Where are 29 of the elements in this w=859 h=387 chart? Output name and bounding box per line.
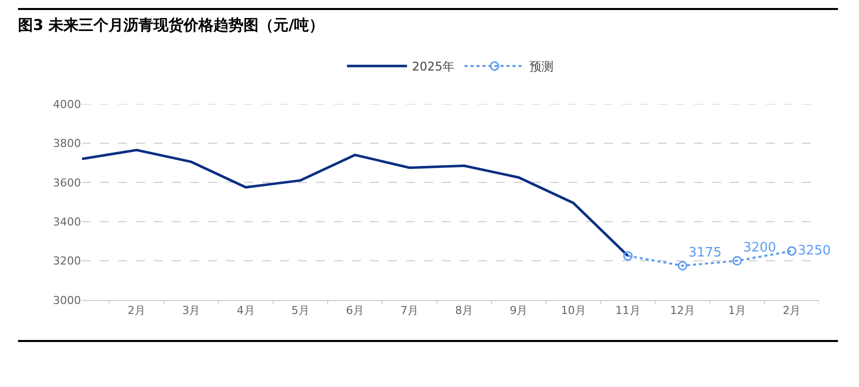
- point: [678, 260, 688, 270]
- x-tick-label: 7月: [400, 304, 419, 318]
- y-tick-label: 3800: [53, 137, 81, 150]
- x-tick-label: 2月: [128, 304, 146, 318]
- data-label: 3200: [743, 240, 776, 256]
- x-tick-label: 8月: [455, 304, 474, 318]
- y-tick-label: 3000: [53, 294, 81, 307]
- data-label: 3175: [688, 245, 722, 260]
- x-tick-label: 12月: [670, 304, 696, 318]
- x-tick-label: 1月: [728, 304, 746, 318]
- data-label: 3250: [798, 243, 831, 258]
- y-tick-label: 3200: [53, 254, 81, 268]
- x-tick-label: 6月: [346, 304, 364, 318]
- x-tick-label: 10月: [560, 304, 586, 318]
- y-tick-label: 3600: [53, 176, 81, 190]
- chart-title: 图3 未来三个月沥青现货价格趋势图（元/吨）: [18, 8, 838, 41]
- legend-label: 2025年: [412, 60, 455, 74]
- y-tick-label: 4000: [53, 98, 81, 111]
- x-tick-label: 5月: [291, 304, 310, 318]
- y-tick-label: 3400: [53, 215, 81, 228]
- point: [623, 251, 633, 261]
- x-tick-label: 9月: [510, 304, 528, 318]
- point: [732, 256, 742, 266]
- x-tick-label: 11月: [615, 304, 640, 318]
- point: [786, 246, 796, 256]
- x-tick-label: 3月: [182, 304, 200, 318]
- legend-label: 预测: [530, 60, 554, 74]
- x-tick-label: 4月: [236, 304, 255, 318]
- x-tick-label: 2月: [782, 304, 801, 318]
